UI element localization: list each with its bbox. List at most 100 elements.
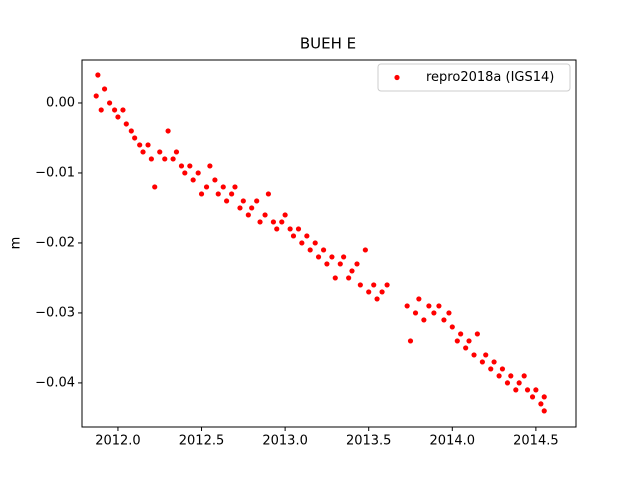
data-point xyxy=(504,380,511,386)
data-point xyxy=(454,338,460,344)
data-point xyxy=(371,282,377,288)
data-point xyxy=(315,254,322,260)
data-point xyxy=(265,191,271,197)
legend-marker xyxy=(394,74,400,81)
data-point xyxy=(282,212,288,218)
x-tick-label: 2014.5 xyxy=(513,434,559,449)
data-point xyxy=(332,275,338,281)
data-point xyxy=(257,219,263,225)
legend-box xyxy=(377,63,571,92)
data-point xyxy=(93,93,99,99)
data-point xyxy=(245,212,251,218)
data-point xyxy=(337,261,343,267)
data-point xyxy=(426,303,432,309)
data-point xyxy=(98,107,104,113)
data-point xyxy=(274,226,280,232)
data-point xyxy=(524,387,531,393)
x-tick-label: 2014.0 xyxy=(430,434,476,449)
data-point xyxy=(182,170,188,176)
data-point xyxy=(224,198,230,204)
data-point xyxy=(145,142,151,148)
data-point xyxy=(324,261,330,267)
data-point xyxy=(115,114,121,120)
data-point xyxy=(123,121,129,127)
data-point xyxy=(254,198,260,204)
data-point xyxy=(240,198,246,204)
data-point xyxy=(128,128,134,134)
data-point xyxy=(508,373,514,379)
data-point xyxy=(474,331,480,337)
data-point xyxy=(320,247,327,253)
data-point xyxy=(496,373,502,379)
data-point xyxy=(111,107,118,113)
data-point xyxy=(295,226,302,232)
x-tick-label: 2013.0 xyxy=(262,434,308,449)
plot-frame xyxy=(81,59,577,428)
data-point xyxy=(357,282,363,288)
data-point xyxy=(463,345,469,351)
data-point xyxy=(329,254,335,260)
data-point xyxy=(529,394,536,400)
data-point xyxy=(215,191,221,197)
data-point xyxy=(95,72,101,78)
data-point xyxy=(220,184,226,190)
data-point xyxy=(384,282,390,288)
data-point xyxy=(170,156,176,162)
data-point xyxy=(404,303,410,309)
data-point xyxy=(190,177,196,183)
data-point xyxy=(249,205,255,211)
data-point xyxy=(137,142,143,148)
data-point xyxy=(101,86,108,92)
data-point xyxy=(312,240,318,246)
data-point xyxy=(287,226,293,232)
data-point xyxy=(173,149,180,155)
y-tick-label: −0.04 xyxy=(35,375,75,390)
data-point xyxy=(416,296,422,302)
data-point xyxy=(346,275,352,281)
data-point xyxy=(449,324,455,330)
data-point xyxy=(541,408,547,414)
data-point xyxy=(354,261,360,267)
data-point xyxy=(513,387,519,393)
data-point xyxy=(299,240,305,246)
x-tick-label: 2012.5 xyxy=(179,434,225,449)
data-point xyxy=(516,380,522,386)
y-axis-label: m xyxy=(9,237,24,250)
x-tick-label: 2012.0 xyxy=(95,434,141,449)
data-point xyxy=(120,107,126,113)
data-point xyxy=(466,338,472,344)
y-tick-label: −0.03 xyxy=(35,305,75,320)
data-point xyxy=(499,366,506,372)
data-point xyxy=(148,156,154,162)
data-point xyxy=(207,163,213,169)
data-point xyxy=(412,310,419,316)
data-point xyxy=(421,317,427,323)
data-point xyxy=(304,233,310,239)
data-point xyxy=(488,366,494,372)
data-point xyxy=(212,177,218,183)
y-tick-label: −0.02 xyxy=(35,235,75,250)
data-point xyxy=(349,268,355,274)
data-point xyxy=(178,163,185,169)
data-point xyxy=(152,184,158,190)
y-tick-label: −0.01 xyxy=(35,165,75,180)
data-point xyxy=(237,205,243,211)
data-point xyxy=(106,100,113,106)
data-point xyxy=(521,373,527,379)
data-point xyxy=(366,289,372,295)
data-point xyxy=(198,191,205,197)
data-point xyxy=(483,352,489,358)
data-point xyxy=(270,219,277,225)
data-point xyxy=(407,338,414,344)
data-point xyxy=(290,233,297,239)
data-point xyxy=(229,191,235,197)
data-point xyxy=(431,310,437,316)
x-tick-label: 2013.5 xyxy=(346,434,392,449)
data-point xyxy=(441,317,447,323)
data-point xyxy=(491,359,497,365)
data-point xyxy=(538,401,544,407)
data-point xyxy=(195,170,201,176)
data-point xyxy=(341,254,347,260)
chart-title: BUEH E xyxy=(300,35,356,53)
